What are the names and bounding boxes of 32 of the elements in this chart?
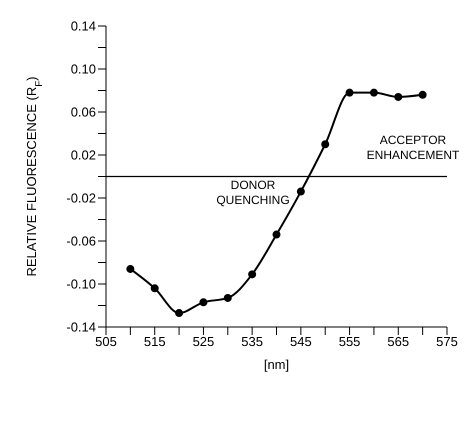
point — [321, 140, 330, 148]
point — [272, 230, 280, 239]
y-tick-label: -0.06 — [66, 234, 96, 249]
point — [370, 88, 378, 97]
y-tick-label: 0.02 — [70, 148, 96, 163]
annotation: ACCEPTOR ENHANCEMENT — [366, 133, 460, 163]
x-tick-label: 545 — [290, 334, 312, 350]
x-tick-label: 555 — [338, 334, 360, 350]
y-tick-label: -0.14 — [66, 320, 96, 335]
point — [224, 294, 232, 302]
point — [126, 264, 134, 273]
x-tick-label: 575 — [436, 334, 458, 350]
y-tick-label: 0.14 — [70, 18, 96, 34]
point — [175, 309, 184, 318]
annotation: DONOR QUENCHING — [215, 178, 291, 208]
x-axis-title: [nm] — [264, 357, 290, 372]
x-tick-label: 505 — [95, 334, 117, 350]
point — [346, 88, 354, 97]
y-tick-label: 0.06 — [70, 104, 96, 120]
x-tick-label: 565 — [387, 334, 410, 350]
x-tick-label: 525 — [192, 334, 214, 350]
point — [296, 188, 305, 196]
x-tick-label: 535 — [241, 334, 263, 350]
point — [418, 90, 427, 99]
y-tick-label: -0.02 — [66, 190, 96, 206]
point — [150, 284, 159, 292]
y-tick-label: 0.10 — [70, 62, 96, 77]
x-tick-label: 515 — [144, 334, 166, 350]
point — [199, 298, 208, 306]
point — [394, 92, 402, 101]
y-tick-label: -0.10 — [66, 276, 96, 292]
point — [248, 270, 256, 278]
